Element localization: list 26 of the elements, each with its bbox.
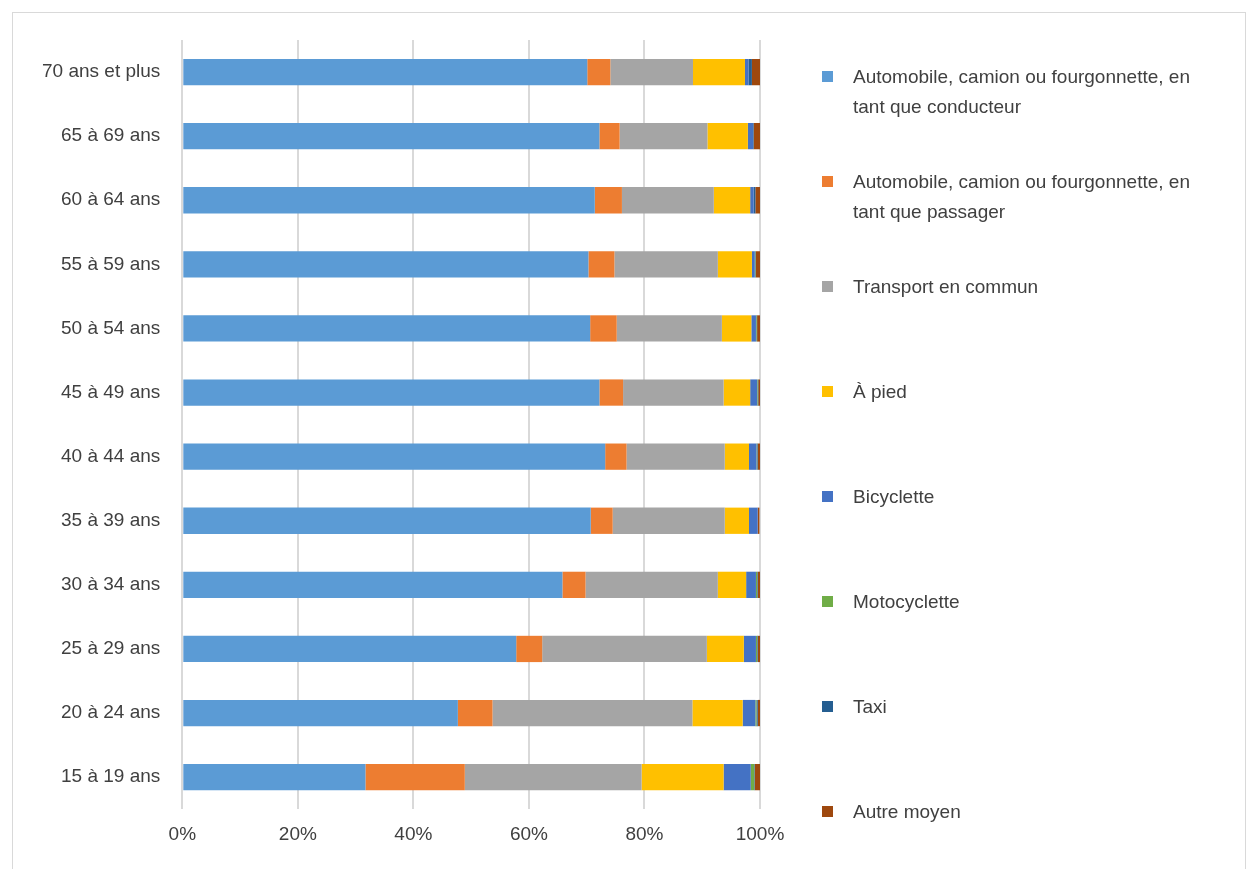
y-tick-label: 30 à 34 ans [60, 573, 161, 595]
legend-label: Motocyclette [853, 590, 960, 614]
legend-label: Automobile, camion ou fourgonnette, en tant que conducteur [853, 65, 1191, 119]
x-tick-label: 20% [278, 822, 317, 844]
y-tick-label: 20 à 24 ans [60, 701, 161, 723]
y-tick-label: 70 ans et plus [41, 60, 161, 82]
x-tick-label: 0% [168, 822, 197, 844]
legend-label: Taxi [853, 695, 887, 719]
legend-label: À pied [853, 380, 907, 404]
y-tick-label: 25 à 29 ans [60, 637, 161, 659]
x-tick-label: 60% [509, 822, 549, 844]
y-tick-label: 35 à 39 ans [60, 508, 161, 530]
legend-label: Transport en commun [853, 275, 1039, 299]
y-tick-label: 40 à 44 ans [60, 444, 161, 466]
y-tick-label: 55 à 59 ans [60, 252, 161, 274]
y-tick-label: 65 à 69 ans [60, 124, 161, 146]
y-tick-label: 60 à 64 ans [60, 188, 161, 210]
x-tick-label: 100% [735, 822, 785, 844]
legend-label: Automobile, camion ou fourgonnette, en tant que passager [853, 170, 1191, 224]
legend-label: Bicyclette [853, 485, 935, 509]
y-tick-label: 45 à 49 ans [60, 380, 161, 402]
x-tick-label: 80% [625, 822, 664, 844]
x-tick-label: 40% [394, 822, 433, 844]
y-tick-label: 50 à 54 ans [60, 316, 161, 338]
y-tick-label: 15 à 19 ans [60, 765, 161, 787]
legend-label: Autre moyen [853, 800, 961, 824]
